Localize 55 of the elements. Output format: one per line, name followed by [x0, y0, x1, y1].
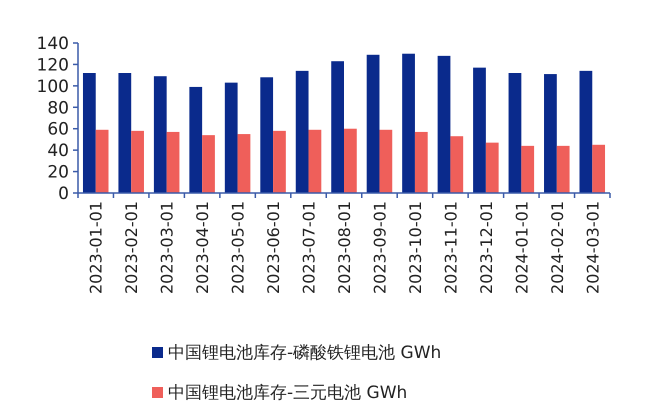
- y-tick-label: 120: [36, 55, 69, 76]
- bar: [450, 136, 464, 193]
- bar: [331, 61, 344, 193]
- bar: [556, 146, 570, 193]
- bar: [402, 54, 415, 193]
- bar: [154, 76, 167, 193]
- bar: [238, 134, 250, 193]
- bar: [189, 86, 202, 193]
- x-tick-label: 2023-11-01: [441, 201, 460, 294]
- y-tick-label: 60: [47, 120, 69, 140]
- x-tick-label: 2023-08-01: [335, 201, 354, 294]
- bar: [508, 73, 522, 193]
- bar: [166, 132, 180, 193]
- bar: [544, 74, 557, 193]
- bar: [82, 73, 96, 193]
- x-tick-label: 2024-03-01: [583, 201, 602, 294]
- bar: [486, 142, 499, 193]
- x-tick-label: 2023-04-01: [193, 201, 212, 294]
- bar: [273, 130, 286, 193]
- x-tick-label: 2024-01-01: [512, 201, 532, 294]
- legend-label: 中国锂电池库存-磷酸铁锂电池 GWh: [168, 343, 442, 363]
- y-tick-label: 20: [47, 162, 69, 183]
- x-tick-label: 2023-07-01: [300, 201, 319, 294]
- x-tick-label: 2023-02-01: [122, 201, 142, 294]
- bar: [224, 82, 238, 193]
- x-tick-label: 2023-10-01: [406, 201, 425, 294]
- x-tick-label: 2023-06-01: [264, 201, 284, 294]
- legend-label: 中国锂电池库存-三元电池 GWh: [168, 383, 408, 403]
- x-tick-label: 2023-09-01: [370, 201, 390, 294]
- bar: [414, 132, 428, 193]
- y-tick-label: 40: [47, 141, 69, 162]
- bar: [308, 130, 322, 193]
- bar: [580, 70, 592, 193]
- bar: [344, 128, 357, 193]
- y-tick-label: 100: [36, 76, 69, 97]
- bar: [521, 146, 534, 193]
- bar: [379, 130, 392, 193]
- y-tick-label: 80: [47, 98, 69, 118]
- bar: [296, 70, 309, 193]
- bar: [592, 144, 606, 193]
- bar: [96, 130, 108, 193]
- bar: [202, 135, 215, 193]
- bar: [131, 130, 144, 193]
- bar: [473, 68, 486, 193]
- x-tick-label: 2023-01-01: [86, 201, 106, 294]
- bar: [260, 77, 274, 193]
- x-tick-label: 2023-05-01: [228, 201, 248, 294]
- x-tick-label: 2024-02-01: [548, 201, 567, 294]
- y-tick-label: 140: [36, 34, 69, 54]
- x-tick-label: 2023-12-01: [476, 201, 496, 294]
- bar: [118, 73, 132, 193]
- y-tick-label: 0: [58, 184, 69, 204]
- x-tick-label: 2023-03-01: [158, 201, 177, 294]
- bar: [366, 54, 380, 193]
- bar: [438, 56, 450, 193]
